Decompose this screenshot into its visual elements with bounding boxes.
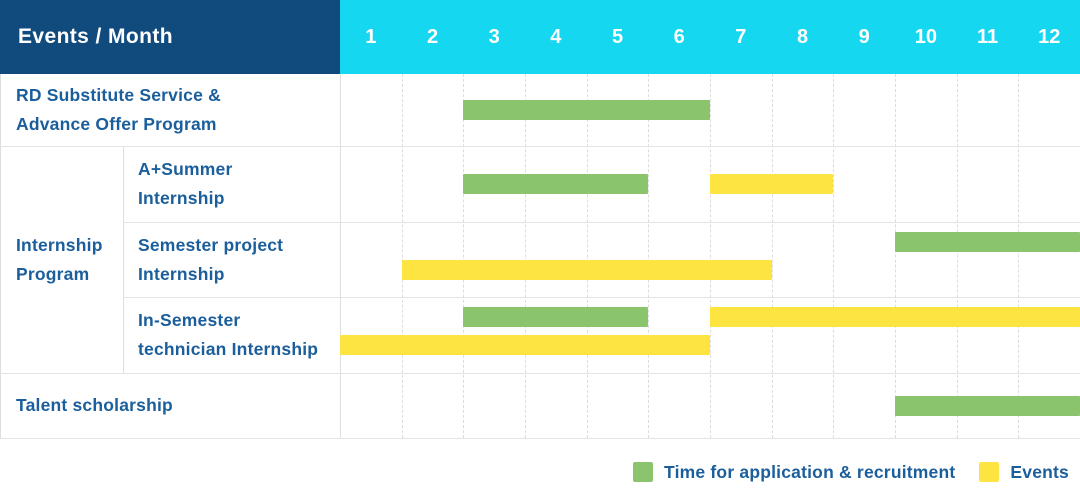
month-label: 2: [426, 25, 439, 48]
header-title: Events / Month: [18, 25, 173, 48]
row-label-semester-project: Semester project Internship: [123, 222, 340, 297]
group-label-line: Internship: [16, 234, 103, 255]
month-gridline: [895, 74, 896, 438]
month-label: 3: [488, 25, 500, 48]
group-label-line: Program: [16, 263, 90, 284]
gantt-bar-events: [340, 335, 710, 355]
month-gridline: [525, 74, 526, 438]
gantt-bar-application: [463, 174, 649, 194]
table-bottom-border: [0, 438, 1080, 439]
gantt-bar-application: [895, 395, 1080, 416]
month-label: 9: [858, 25, 870, 48]
month-header-row: 1 2 3 4 5 6 7 8 9 10 11 12: [340, 0, 1080, 74]
row-divider: [123, 297, 1080, 298]
label-chart-divider: [340, 74, 341, 438]
row-label-line: Internship: [138, 188, 225, 208]
row-label-talent-scholarship: Talent scholarship: [0, 373, 340, 438]
gantt-bar-application: [895, 232, 1080, 252]
legend: Time for application & recruitment Event…: [633, 459, 1069, 485]
month-label: 6: [673, 25, 685, 48]
month-label: 5: [611, 25, 624, 48]
row-label-line: A+Summer: [138, 159, 233, 179]
month-gridline: [648, 74, 650, 438]
group-column-divider: [123, 146, 124, 373]
gantt-bar-events: [401, 260, 772, 280]
month-gridline: [1018, 74, 1020, 438]
legend-swatch-green: [633, 462, 654, 482]
legend-label: Time for application & recruitment: [664, 461, 956, 482]
month-label: 4: [550, 25, 562, 48]
row-divider: [0, 146, 1080, 147]
month-gridline: [771, 74, 773, 438]
row-label-in-semester-technician: In-Semester technician Internship: [123, 297, 340, 373]
row-label-line: Advance Offer Program: [16, 114, 217, 134]
row-divider: [123, 222, 1080, 223]
month-gridline: [463, 74, 465, 438]
legend-label: Events: [1010, 461, 1069, 482]
row-label-a-plus-summer: A+Summer Internship: [123, 146, 340, 222]
group-label-internship-program: Internship Program: [0, 146, 123, 373]
row-label-line: RD Substitute Service &: [16, 85, 221, 105]
month-gridline: [956, 74, 958, 438]
legend-item-events: Events: [979, 462, 1069, 483]
row-label-line: Talent scholarship: [16, 395, 173, 415]
gantt-bar-events: [710, 307, 1080, 327]
gantt-bar-application: [463, 307, 649, 327]
table-left-border: [0, 74, 1, 438]
row-label-line: In-Semester: [138, 310, 241, 330]
month-label: 11: [976, 25, 999, 48]
legend-swatch-yellow: [979, 462, 1000, 482]
month-label: 1: [365, 25, 377, 48]
table-header-events-month: Events / Month: [0, 0, 340, 74]
month-gridline: [401, 74, 403, 438]
row-divider: [0, 373, 1080, 374]
month-label: 12: [1038, 25, 1061, 48]
row-label-line: technician Internship: [138, 339, 319, 359]
month-gridline: [833, 74, 835, 438]
month-label: 8: [796, 25, 809, 48]
month-gridline: [586, 74, 588, 438]
month-gridline: [710, 74, 711, 438]
month-label: 7: [735, 25, 747, 48]
gantt-bar-events: [710, 174, 834, 194]
row-label-rd-substitute: RD Substitute Service & Advance Offer Pr…: [0, 74, 340, 146]
row-label-line: Internship: [138, 263, 225, 284]
gantt-bar-application: [463, 100, 710, 120]
month-label: 10: [914, 25, 937, 48]
legend-item-application: Time for application & recruitment: [633, 462, 955, 483]
row-label-line: Semester project: [138, 234, 284, 255]
